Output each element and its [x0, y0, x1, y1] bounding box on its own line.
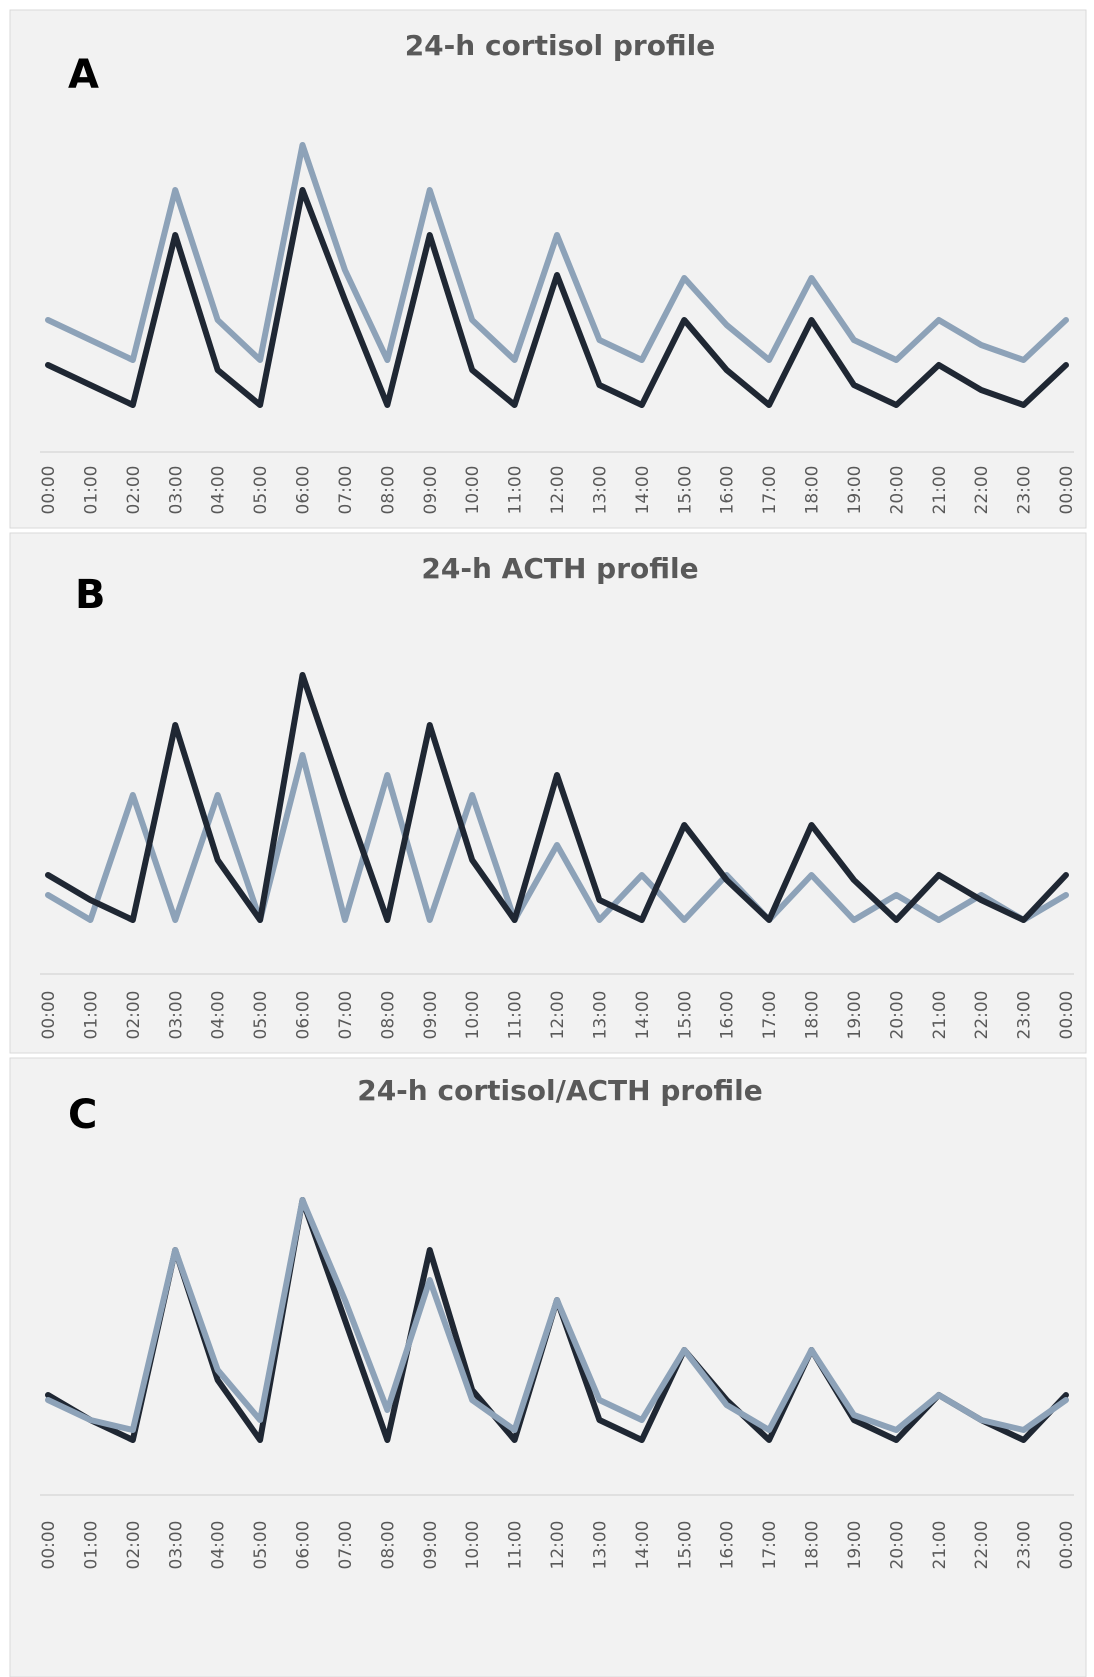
x-tick-label: 18:00 [803, 466, 823, 515]
panel-background [9, 532, 1087, 1054]
x-tick-label: 02:00 [124, 466, 144, 515]
x-tick-label: 17:00 [760, 991, 780, 1040]
x-tick-label: 07:00 [336, 1521, 356, 1570]
x-tick-label: 09:00 [421, 466, 441, 515]
panel-letter: A [68, 52, 99, 98]
x-tick-label: 02:00 [124, 991, 144, 1040]
x-tick-label: 17:00 [760, 466, 780, 515]
x-tick-label: 06:00 [294, 466, 314, 515]
x-tick-label: 00:00 [39, 991, 59, 1040]
x-tick-label: 11:00 [506, 991, 526, 1040]
x-tick-label: 16:00 [718, 1521, 738, 1570]
series-line [45, 187, 1069, 408]
x-tick-label: 03:00 [166, 1521, 186, 1570]
x-tick-label: 20:00 [887, 991, 907, 1040]
x-tick-label: 14:00 [633, 1521, 653, 1570]
x-tick-label: 08:00 [378, 991, 398, 1040]
x-tick-label: 04:00 [209, 1521, 229, 1570]
x-tick-label: 23:00 [1015, 991, 1035, 1040]
x-tick-label: 05:00 [251, 991, 271, 1040]
x-tick-label: 14:00 [633, 466, 653, 515]
x-tick-label: 22:00 [972, 1521, 992, 1570]
x-tick-label: 12:00 [548, 466, 568, 515]
x-tick-label: 23:00 [1015, 1521, 1035, 1570]
x-tick-label: 20:00 [887, 466, 907, 515]
x-tick-label: 12:00 [548, 1521, 568, 1570]
x-tick-label: 07:00 [336, 991, 356, 1040]
x-tick-label: 21:00 [930, 1521, 950, 1570]
series-line [45, 1197, 1069, 1433]
x-tick-label: 13:00 [590, 1521, 610, 1570]
x-tick-label: 22:00 [972, 991, 992, 1040]
chart-title: 24-h cortisol/ACTH profile [357, 1074, 763, 1107]
x-tick-label: 06:00 [294, 991, 314, 1040]
x-tick-label: 08:00 [378, 466, 398, 515]
x-tick-label: 00:00 [39, 466, 59, 515]
x-tick-label: 16:00 [718, 466, 738, 515]
x-tick-label: 15:00 [675, 1521, 695, 1570]
x-tick-label: 05:00 [251, 466, 271, 515]
x-tick-label: 11:00 [506, 1521, 526, 1570]
x-tick-label: 09:00 [421, 991, 441, 1040]
x-tick-label: 00:00 [39, 1521, 59, 1570]
chart-title: 24-h cortisol profile [405, 29, 716, 62]
x-tick-label: 13:00 [590, 466, 610, 515]
panel-letter: B [75, 572, 106, 618]
x-tick-label: 18:00 [803, 991, 823, 1040]
series-line [45, 142, 1069, 363]
x-tick-label: 08:00 [378, 1521, 398, 1570]
x-tick-label: 07:00 [336, 466, 356, 515]
panel: B 24-h ACTH profile 00:00 01:00 02:00 03:00 04… [9, 532, 1087, 1054]
x-tick-label: 03:00 [166, 991, 186, 1040]
chart-title: 24-h ACTH profile [421, 552, 698, 585]
x-tick-label: 19:00 [845, 1521, 865, 1570]
x-tick-label: 23:00 [1015, 466, 1035, 515]
panel-background [9, 1057, 1087, 1677]
x-tick-label: 05:00 [251, 1521, 271, 1570]
x-tick-label: 10:00 [463, 991, 483, 1040]
x-tick-label: 19:00 [845, 466, 865, 515]
x-tick-label: 17:00 [760, 1521, 780, 1570]
x-tick-label: 18:00 [803, 1521, 823, 1570]
panel-letter: C [68, 1092, 97, 1138]
x-tick-label: 01:00 [81, 466, 101, 515]
x-tick-label: 10:00 [463, 1521, 483, 1570]
x-tick-label: 16:00 [718, 991, 738, 1040]
x-tick-label: 21:00 [930, 991, 950, 1040]
x-tick-label: 10:00 [463, 466, 483, 515]
x-tick-label: 13:00 [590, 991, 610, 1040]
series-line [45, 672, 1069, 923]
series-line [45, 752, 1069, 923]
x-tick-label: 14:00 [633, 991, 653, 1040]
x-tick-label: 04:00 [209, 991, 229, 1040]
x-tick-label: 06:00 [294, 1521, 314, 1570]
x-tick-label: 19:00 [845, 991, 865, 1040]
x-tick-label: 09:00 [421, 1521, 441, 1570]
panel: C 24-h cortisol/ACTH profile 00:00 01:00 02:… [9, 1057, 1087, 1677]
x-tick-label: 00:00 [1057, 991, 1077, 1040]
x-tick-label: 04:00 [209, 466, 229, 515]
x-tick-label: 22:00 [972, 466, 992, 515]
x-tick-label: 21:00 [930, 466, 950, 515]
x-tick-label: 20:00 [887, 1521, 907, 1570]
x-tick-label: 12:00 [548, 991, 568, 1040]
x-tick-label: 02:00 [124, 1521, 144, 1570]
x-tick-label: 15:00 [675, 466, 695, 515]
x-tick-label: 01:00 [81, 991, 101, 1040]
x-tick-label: 15:00 [675, 991, 695, 1040]
x-tick-label: 03:00 [166, 466, 186, 515]
panel: A 24-h cortisol profile 00:00 01:00 02:00 03:… [9, 9, 1087, 529]
x-tick-label: 00:00 [1057, 1521, 1077, 1570]
x-tick-label: 00:00 [1057, 466, 1077, 515]
x-tick-label: 11:00 [506, 466, 526, 515]
x-tick-label: 01:00 [81, 1521, 101, 1570]
